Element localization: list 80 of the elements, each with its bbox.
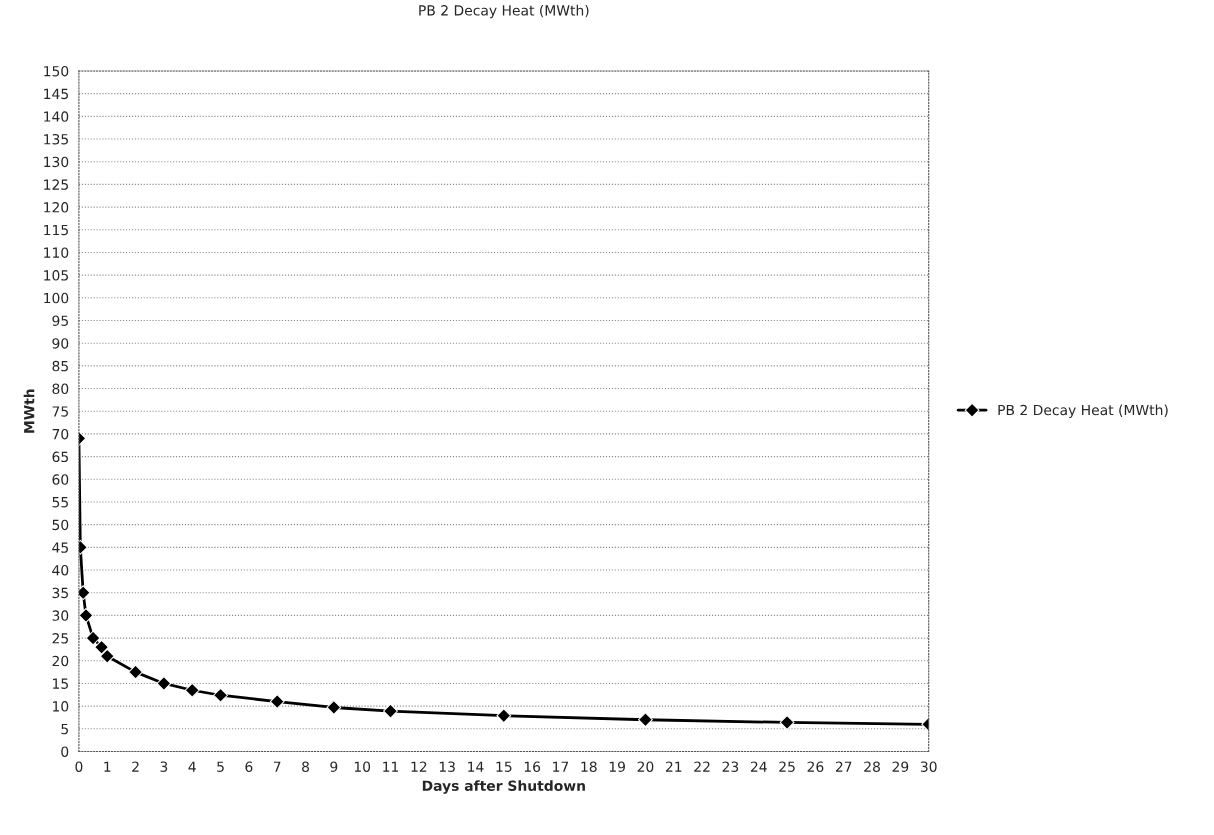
y-tick-label: 85 [52, 360, 68, 372]
y-tick-label: 130 [44, 156, 69, 168]
x-tick-label: 8 [302, 761, 309, 772]
y-tick-label: 125 [44, 179, 68, 190]
x-tick-label: 23 [722, 761, 739, 772]
x-tick-label: 4 [188, 761, 196, 772]
x-tick-label: 21 [665, 761, 682, 772]
y-tick-label: 150 [44, 65, 69, 77]
point [85, 630, 101, 646]
x-tick-label: 13 [439, 761, 455, 772]
x-tick-label: 22 [694, 761, 710, 772]
x-tick-label: 25 [779, 761, 795, 772]
point [326, 700, 342, 715]
y-tick-label: 80 [52, 383, 69, 395]
y-tick-label: 25 [52, 633, 68, 644]
x-tick-label: 9 [330, 761, 338, 772]
y-tick-label: 55 [52, 497, 68, 508]
y-tick-label: 20 [52, 655, 69, 667]
point [94, 639, 109, 655]
x-tick-label: 29 [892, 761, 909, 772]
x-tick-label: 7 [273, 761, 281, 772]
y-axis-title: MWth [23, 389, 35, 433]
point [99, 648, 115, 664]
x-tick-label: 14 [468, 761, 484, 772]
legend-label: PB 2 Decay Heat (MWth) [998, 404, 1168, 418]
x-tick-label: 26 [807, 761, 824, 772]
y-tick-label: 75 [52, 406, 68, 417]
x-tick-label: 16 [524, 761, 541, 772]
y-tick-label: 30 [52, 610, 69, 621]
point [184, 682, 200, 698]
point [779, 715, 795, 730]
x-tick-label: 17 [553, 761, 569, 772]
x-tick-label: 6 [245, 761, 253, 772]
x-tick-label: 24 [750, 761, 767, 772]
y-tick-label: 145 [44, 88, 68, 100]
point [496, 708, 512, 724]
y-tick-label: 40 [52, 565, 69, 576]
y-tick-label: 50 [52, 519, 69, 531]
x-tick-label: 12 [411, 761, 427, 772]
x-tick-label: 27 [835, 761, 852, 772]
x-tick-label: 20 [637, 761, 654, 772]
point [638, 712, 653, 728]
y-tick-label: 100 [44, 292, 69, 304]
x-tick-label: 11 [383, 761, 399, 772]
y-tick-label: 115 [44, 224, 68, 236]
point [269, 694, 285, 709]
y-tick-label: 140 [44, 111, 69, 122]
x-tick-label: 15 [496, 761, 512, 772]
x-tick-label: 30 [920, 761, 937, 772]
point [213, 687, 228, 703]
y-tick-label: 120 [44, 202, 69, 213]
point [383, 703, 398, 719]
x-tick-label: 19 [609, 761, 625, 772]
y-tick-label: 60 [52, 474, 69, 485]
y-tick-label: 5 [61, 723, 68, 735]
y-tick-label: 45 [52, 542, 68, 553]
y-tick-label: 135 [44, 134, 68, 145]
x-tick-label: 0 [75, 761, 83, 772]
x-tick-label: 1 [104, 761, 111, 772]
point [78, 608, 94, 623]
y-tick-label: 65 [52, 451, 68, 463]
y-tick-label: 0 [61, 746, 69, 757]
y-tick-label: 110 [44, 247, 69, 258]
y-tick-label: 10 [53, 701, 69, 712]
x-tick-label: 3 [160, 761, 168, 772]
x-tick-label: 28 [864, 761, 880, 772]
x-tick-label: 10 [354, 761, 371, 772]
x-axis-title: Days after Shutdown [422, 780, 585, 794]
x-tick-label: 5 [217, 761, 224, 772]
point [156, 676, 172, 691]
y-tick-label: 15 [53, 678, 68, 689]
point [128, 664, 143, 680]
y-tick-label: 105 [44, 270, 68, 281]
x-tick-label: 2 [132, 761, 139, 772]
x-tick-label: 18 [581, 761, 597, 772]
y-tick-label: 95 [52, 315, 68, 326]
y-tick-label: 35 [52, 587, 68, 599]
y-tick-label: 70 [52, 428, 69, 440]
y-tick-label: 90 [52, 338, 69, 349]
chart-title: PB 2 Decay Heat (MWth) [419, 4, 589, 19]
